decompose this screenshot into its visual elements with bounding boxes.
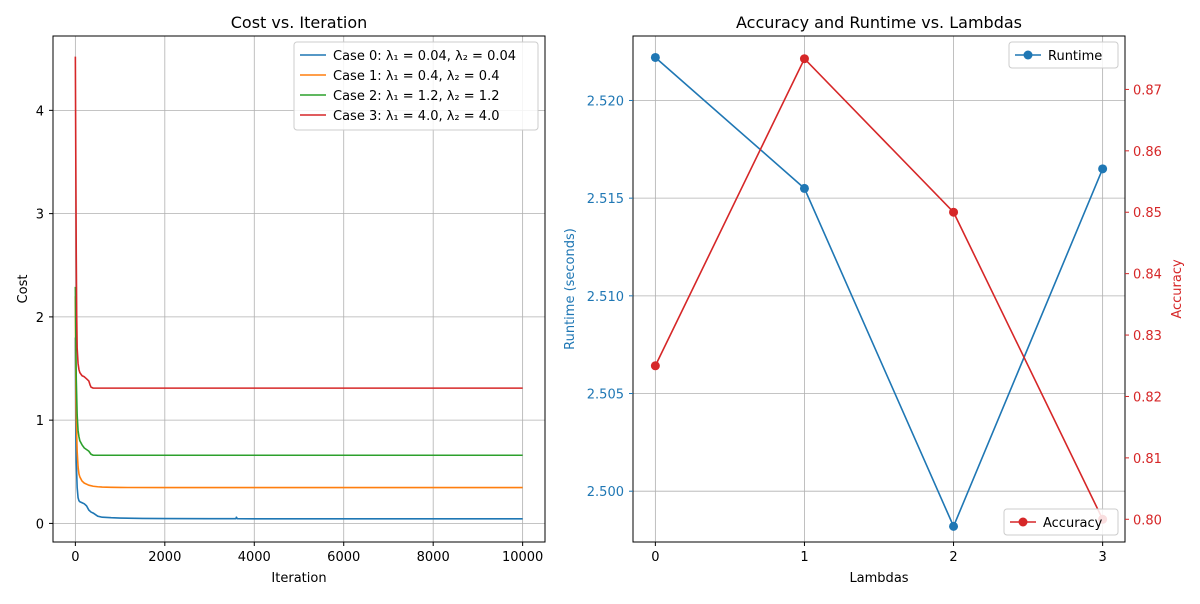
cost-legend-label-case-3: Case 3: λ₁ = 4.0, λ₂ = 4.0 — [333, 109, 499, 124]
accuracy-y-tick-label: 0.81 — [1133, 452, 1162, 467]
accuracy-runtime-chart-ticks: 0 1 2 3 2.500 2.505 2.510 2.515 2.520 0.80 0.81 0.8… — [587, 83, 1162, 565]
cost-legend-label-case-2: Case 2: λ₁ = 1.2, λ₂ = 1.2 — [333, 89, 499, 104]
runtime-axis-label: Runtime (seconds) — [563, 228, 578, 350]
runtime-y-tick-label: 2.500 — [587, 485, 624, 500]
lambda-x-tick-label: 2 — [949, 550, 957, 565]
cost-chart-ticks: 0 2000 4000 6000 8000 10000 0 1 2 3 4 — [36, 104, 544, 565]
accuracy-legend-label: Accuracy — [1043, 516, 1103, 531]
accuracy-series-line — [654, 57, 1104, 520]
accuracy-runtime-chart-xlabel: Lambdas — [849, 571, 908, 586]
accuracy-y-tick-label: 0.80 — [1133, 513, 1162, 528]
cost-chart-ylabel: Cost — [16, 275, 31, 304]
runtime-point — [650, 52, 660, 62]
runtime-y-tick-label: 2.510 — [587, 290, 624, 305]
cost-chart-title: Cost vs. Iteration — [231, 13, 368, 32]
runtime-series-line — [654, 56, 1104, 529]
cost-y-tick-label: 2 — [36, 311, 44, 326]
runtime-point — [1098, 164, 1108, 174]
cost-x-tick-label: 8000 — [417, 550, 450, 565]
lambda-x-tick-label: 1 — [800, 550, 808, 565]
runtime-y-tick-label: 2.505 — [587, 388, 624, 403]
cost-y-tick-label: 0 — [36, 517, 44, 532]
cost-x-tick-label: 2000 — [148, 550, 181, 565]
cost-legend-label-case-1: Case 1: λ₁ = 0.4, λ₂ = 0.4 — [333, 69, 499, 84]
cost-series-line-case-0 — [74, 337, 523, 520]
accuracy-point — [799, 54, 809, 64]
cost-y-tick-label: 1 — [36, 414, 44, 429]
accuracy-y-tick-label: 0.87 — [1133, 83, 1162, 98]
runtime-y-tick-label: 2.515 — [587, 192, 624, 207]
accuracy-y-tick-label: 0.85 — [1133, 206, 1162, 221]
accuracy-runtime-chart-title: Accuracy and Runtime vs. Lambdas — [736, 13, 1022, 32]
accuracy-y-tick-label: 0.83 — [1133, 329, 1162, 344]
cost-x-tick-label: 0 — [71, 550, 79, 565]
accuracy-y-tick-label: 0.82 — [1133, 390, 1162, 405]
cost-chart-lines — [74, 56, 523, 520]
cost-series-line-case-3 — [74, 56, 523, 389]
cost-y-tick-label: 3 — [36, 208, 44, 223]
accuracy-runtime-chart-legends: Runtime Accuracy — [1003, 41, 1119, 536]
cost-series-line-case-1 — [74, 296, 523, 489]
cost-chart-frame — [52, 35, 546, 543]
runtime-point — [949, 521, 959, 531]
cost-chart-legend: Case 0: λ₁ = 0.04, λ₂ = 0.04 Case 1: λ₁ =… — [293, 41, 539, 131]
cost-chart-legend-box — [293, 41, 539, 131]
accuracy-y-tick-label: 0.86 — [1133, 145, 1162, 160]
runtime-legend-marker — [1023, 50, 1033, 60]
cost-y-tick-label: 4 — [36, 104, 44, 119]
accuracy-runtime-chart-frame — [632, 35, 1126, 543]
runtime-legend-box — [1008, 41, 1119, 69]
accuracy-y-tick-label: 0.84 — [1133, 268, 1162, 283]
cost-series-line-case-2 — [74, 286, 523, 457]
accuracy-runtime-chart: 0 1 2 3 2.500 2.505 2.510 2.515 2.520 0.80 0.81 0.8… — [563, 13, 1185, 586]
runtime-y-tick-label: 2.520 — [587, 94, 624, 109]
accuracy-legend-marker — [1018, 517, 1028, 527]
cost-legend-label-case-0: Case 0: λ₁ = 0.04, λ₂ = 0.04 — [333, 49, 516, 64]
cost-chart: 0 2000 4000 6000 8000 10000 0 1 2 3 4 Cost vs. Ite… — [16, 13, 546, 586]
cost-x-tick-label: 10000 — [502, 550, 543, 565]
accuracy-axis-label: Accuracy — [1170, 259, 1185, 319]
accuracy-legend-box — [1003, 508, 1119, 536]
lambda-x-tick-label: 3 — [1098, 550, 1106, 565]
accuracy-point — [949, 207, 959, 217]
cost-x-tick-label: 4000 — [238, 550, 271, 565]
lambda-x-tick-label: 0 — [651, 550, 659, 565]
accuracy-point — [650, 361, 660, 371]
runtime-legend-label: Runtime — [1048, 49, 1102, 64]
runtime-point — [799, 183, 809, 193]
cost-x-tick-label: 6000 — [327, 550, 360, 565]
cost-chart-xlabel: Iteration — [271, 571, 326, 586]
accuracy-runtime-chart-grid — [633, 36, 1125, 542]
